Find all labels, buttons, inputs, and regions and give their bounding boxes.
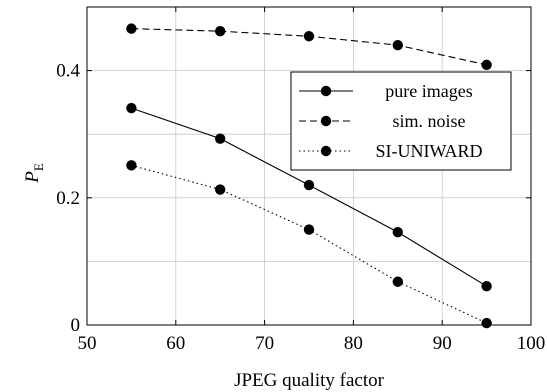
legend-marker	[320, 85, 332, 97]
data-point	[126, 160, 137, 171]
data-point	[481, 281, 492, 292]
data-point	[392, 276, 403, 287]
y-tick-label: 0	[71, 315, 81, 336]
series-layer	[126, 23, 492, 329]
x-tick-label: 60	[166, 333, 185, 354]
legend-label: SI-UNIWARD	[376, 141, 483, 161]
x-tick-label: 90	[433, 333, 452, 354]
data-point	[392, 39, 403, 51]
legend-label: pure images	[385, 81, 472, 101]
data-point	[481, 317, 492, 329]
legend-marker	[320, 115, 332, 127]
y-tick-label: 0.4	[56, 61, 80, 82]
x-tick-label: 80	[344, 333, 363, 354]
data-point	[215, 133, 226, 144]
y-tick-label: 0.2	[56, 188, 80, 209]
y-axis-label: PE	[22, 163, 46, 184]
plot-frame	[86, 6, 532, 326]
y-axis-label-sub: E	[31, 163, 46, 171]
data-point	[215, 184, 226, 195]
data-point	[481, 59, 492, 71]
x-tick-label: 70	[255, 333, 274, 354]
legend-label: sim. noise	[392, 111, 465, 131]
y-axis-label-main: P	[22, 171, 43, 184]
series-2	[126, 23, 492, 71]
data-point	[392, 226, 403, 238]
data-point	[215, 25, 226, 37]
x-tick-label: 100	[517, 333, 546, 354]
x-tick-label: 50	[78, 333, 97, 354]
data-point	[303, 31, 315, 42]
series-1	[126, 102, 492, 292]
legend-marker	[320, 145, 332, 157]
data-point	[126, 23, 137, 34]
legend: pure images sim. noise SI-UNIWARD	[290, 71, 512, 171]
ticks: 50 60 70 80 90 100 0 0.2 0.4	[56, 7, 545, 354]
data-point	[126, 102, 137, 114]
data-point	[303, 224, 315, 235]
x-axis-label: JPEG quality factor	[234, 370, 385, 391]
series-3	[126, 160, 492, 329]
data-point	[303, 179, 315, 191]
